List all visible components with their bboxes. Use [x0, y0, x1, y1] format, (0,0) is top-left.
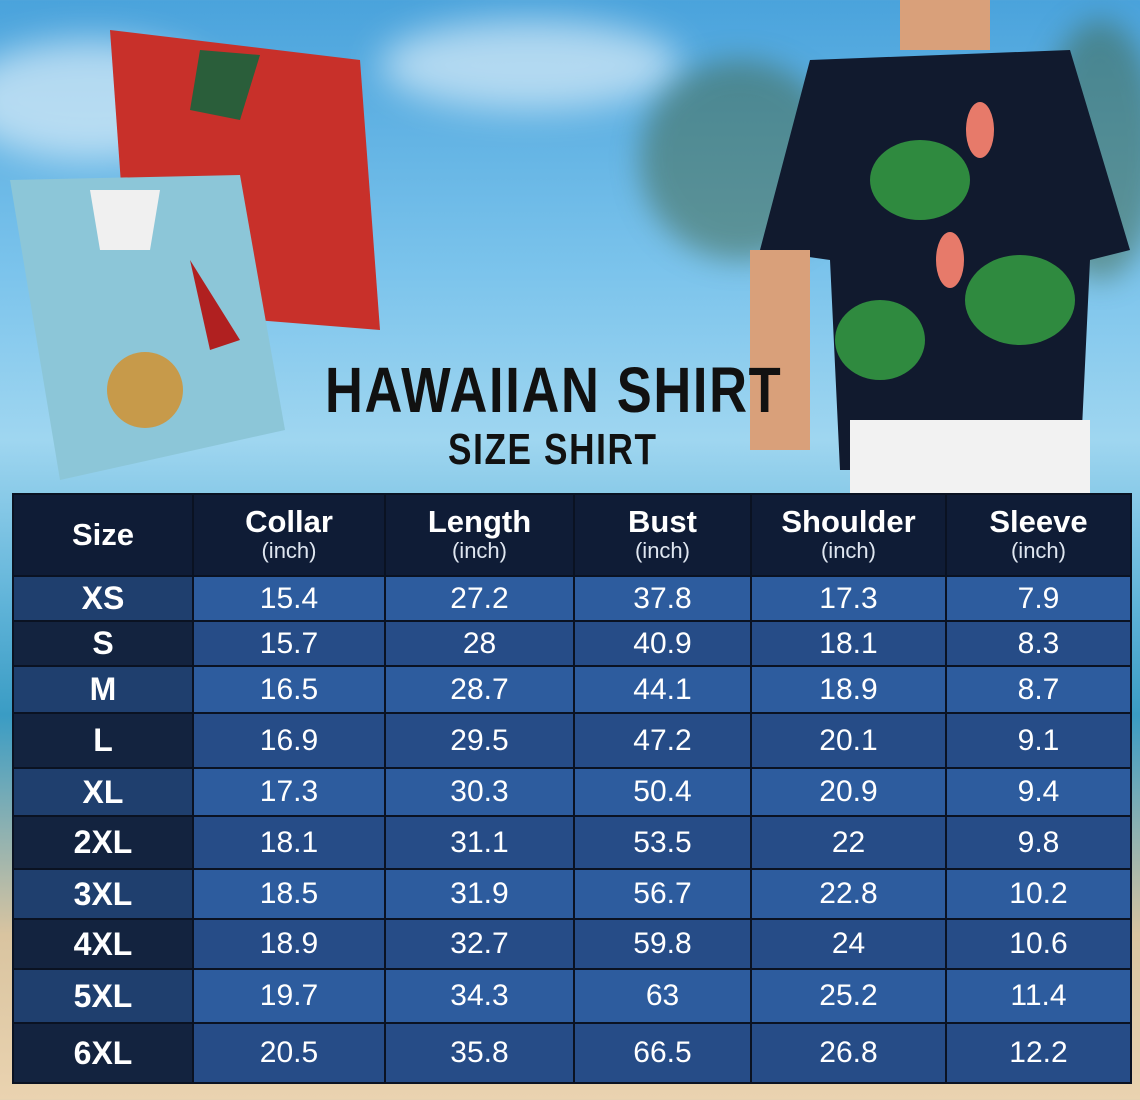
column-label: Length [427, 504, 532, 539]
measurement-cell: 22.8 [750, 868, 947, 920]
measurement-cell: 15.7 [192, 620, 386, 667]
measurement-cell: 8.7 [945, 665, 1132, 714]
column-label: Sleeve [989, 504, 1088, 539]
column-header: Collar (inch) [192, 493, 386, 577]
measurement-cell: 22 [750, 815, 947, 870]
size-label: XS [12, 575, 194, 622]
measurement-cell: 20.1 [750, 712, 947, 769]
measurement-cell: 18.9 [750, 665, 947, 714]
measurement-cell: 35.8 [384, 1022, 575, 1084]
measurement-cell: 16.5 [192, 665, 386, 714]
table-row: 5XL 19.7 34.3 63 25.2 11.4 [12, 968, 1132, 1024]
measurement-cell: 8.3 [945, 620, 1132, 667]
measurement-cell: 18.5 [192, 868, 386, 920]
size-label: 4XL [12, 918, 194, 970]
column-label: Collar [245, 504, 333, 539]
cloud [380, 20, 680, 110]
measurement-cell: 12.2 [945, 1022, 1132, 1084]
measurement-cell: 32.7 [384, 918, 575, 970]
table-row: L 16.9 29.5 47.2 20.1 9.1 [12, 712, 1132, 769]
size-label: 6XL [12, 1022, 194, 1084]
measurement-cell: 20.5 [192, 1022, 386, 1084]
measurement-cell: 9.8 [945, 815, 1132, 870]
size-chart-table: Size Collar (inch) Length (inch) Bust (inch) Sh… [12, 493, 1132, 1084]
measurement-cell: 17.3 [192, 767, 386, 817]
size-label: XL [12, 767, 194, 817]
measurement-cell: 44.1 [573, 665, 752, 714]
measurement-cell: 63 [573, 968, 752, 1024]
measurement-cell: 30.3 [384, 767, 575, 817]
measurement-cell: 59.8 [573, 918, 752, 970]
column-unit: (inch) [820, 538, 876, 563]
measurement-cell: 10.2 [945, 868, 1132, 920]
table-row: XS 15.4 27.2 37.8 17.3 7.9 [12, 575, 1132, 622]
folded-shirts-image [10, 30, 380, 480]
measurement-cell: 16.9 [192, 712, 386, 769]
measurement-cell: 9.4 [945, 767, 1132, 817]
table-row: 3XL 18.5 31.9 56.7 22.8 10.2 [12, 868, 1132, 920]
size-label: M [12, 665, 194, 714]
measurement-cell: 11.4 [945, 968, 1132, 1024]
page-title: HAWAIIAN SHIRT [325, 354, 783, 426]
measurement-cell: 18.1 [192, 815, 386, 870]
column-unit: (inch) [1010, 538, 1066, 563]
measurement-cell: 53.5 [573, 815, 752, 870]
column-unit: (inch) [261, 538, 317, 563]
model-shirt-image [750, 0, 1130, 495]
column-label: Bust [628, 504, 697, 539]
measurement-cell: 56.7 [573, 868, 752, 920]
measurement-cell: 24 [750, 918, 947, 970]
size-label: 2XL [12, 815, 194, 870]
table-row: S 15.7 28 40.9 18.1 8.3 [12, 620, 1132, 667]
table-row: XL 17.3 30.3 50.4 20.9 9.4 [12, 767, 1132, 817]
measurement-cell: 40.9 [573, 620, 752, 667]
column-unit: (inch) [634, 538, 690, 563]
measurement-cell: 37.8 [573, 575, 752, 622]
size-label: L [12, 712, 194, 769]
measurement-cell: 15.4 [192, 575, 386, 622]
table-row: M 16.5 28.7 44.1 18.9 8.7 [12, 665, 1132, 714]
measurement-cell: 26.8 [750, 1022, 947, 1084]
measurement-cell: 28.7 [384, 665, 575, 714]
measurement-cell: 27.2 [384, 575, 575, 622]
measurement-cell: 18.1 [750, 620, 947, 667]
column-label: Size [71, 517, 135, 552]
measurement-cell: 19.7 [192, 968, 386, 1024]
size-label: 5XL [12, 968, 194, 1024]
column-label: Shoulder [781, 504, 916, 539]
size-label: S [12, 620, 194, 667]
table-row: 4XL 18.9 32.7 59.8 24 10.6 [12, 918, 1132, 970]
measurement-cell: 10.6 [945, 918, 1132, 970]
measurement-cell: 31.9 [384, 868, 575, 920]
column-header: Size [12, 493, 194, 577]
measurement-cell: 25.2 [750, 968, 947, 1024]
table-row: 2XL 18.1 31.1 53.5 22 9.8 [12, 815, 1132, 870]
column-header: Shoulder (inch) [750, 493, 947, 577]
measurement-cell: 9.1 [945, 712, 1132, 769]
measurement-cell: 50.4 [573, 767, 752, 817]
column-header: Bust (inch) [573, 493, 752, 577]
measurement-cell: 18.9 [192, 918, 386, 970]
measurement-cell: 28 [384, 620, 575, 667]
page-subtitle: SIZE SHIRT [448, 425, 658, 474]
measurement-cell: 17.3 [750, 575, 947, 622]
size-label: 3XL [12, 868, 194, 920]
measurement-cell: 47.2 [573, 712, 752, 769]
measurement-cell: 31.1 [384, 815, 575, 870]
measurement-cell: 7.9 [945, 575, 1132, 622]
measurement-cell: 20.9 [750, 767, 947, 817]
column-header: Sleeve (inch) [945, 493, 1132, 577]
column-unit: (inch) [451, 538, 507, 563]
measurement-cell: 29.5 [384, 712, 575, 769]
table-row: 6XL 20.5 35.8 66.5 26.8 12.2 [12, 1022, 1132, 1084]
column-header: Length (inch) [384, 493, 575, 577]
measurement-cell: 66.5 [573, 1022, 752, 1084]
table-header-row: Size Collar (inch) Length (inch) Bust (inch) Sh… [12, 493, 1132, 577]
measurement-cell: 34.3 [384, 968, 575, 1024]
